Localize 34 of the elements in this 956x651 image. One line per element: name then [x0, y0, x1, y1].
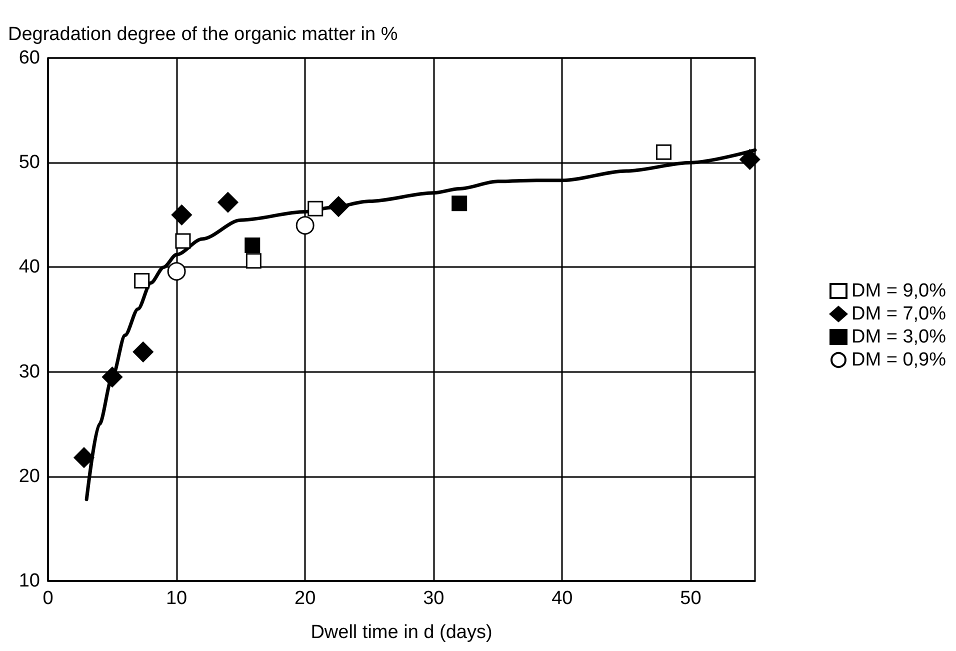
y-tick-label: 40: [18, 256, 40, 278]
x-axis-title: Dwell time in d (days): [310, 622, 492, 643]
x-tick-label: 30: [423, 588, 444, 609]
x-tick-label: 20: [294, 588, 316, 609]
point: [102, 366, 123, 388]
point: [452, 196, 468, 212]
y-tick-label: 20: [18, 466, 40, 487]
point: [171, 204, 192, 226]
point: [740, 149, 760, 170]
point: [74, 447, 94, 468]
point: [218, 192, 238, 213]
legend-label: DM = 9,0%: [851, 280, 946, 302]
point: [132, 342, 154, 362]
y-tick-label: 30: [18, 361, 40, 382]
point: [167, 262, 186, 281]
point: [296, 216, 314, 235]
point: [244, 237, 260, 253]
legend-label: DM = 0,9%: [851, 350, 946, 370]
y-axis-title: Degradation degree of the organic matter in %: [8, 24, 398, 45]
y-tick-label: 10: [18, 570, 40, 592]
point: [175, 233, 191, 249]
legend-label: DM = 3,0%: [851, 326, 946, 348]
point: [246, 253, 262, 269]
x-tick-label: 40: [552, 588, 573, 609]
x-tick-label: 10: [166, 588, 188, 609]
point: [328, 196, 349, 217]
x-tick-label: 50: [680, 588, 702, 609]
x-tick-label: 0: [42, 588, 54, 609]
point: [308, 200, 324, 216]
point: [134, 273, 150, 289]
y-tick-label: 50: [18, 152, 40, 174]
point: [656, 144, 672, 160]
y-tick-label: 60: [18, 48, 40, 68]
legend-label: DM = 7,0%: [851, 304, 946, 324]
